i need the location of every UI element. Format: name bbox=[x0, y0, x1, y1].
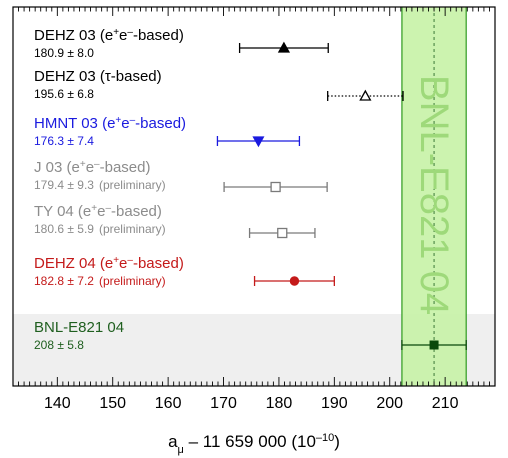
measurement-row: DEHZ 03 (e+e–-based)180.9 ± 8.0 bbox=[34, 27, 329, 60]
measurement-value: 182.8 ± 7.2 (preliminary) bbox=[34, 274, 166, 288]
measurement-value: 208 ± 5.8 bbox=[34, 338, 84, 352]
data-point bbox=[252, 136, 265, 148]
x-axis-unit: (10 bbox=[291, 432, 316, 451]
data-point bbox=[277, 227, 288, 239]
measurement-value: 180.9 ± 8.0 bbox=[34, 46, 94, 60]
measurement-name: J 03 (e+e–-based) bbox=[34, 159, 150, 177]
name-superscript: + bbox=[115, 115, 121, 126]
measurement-name: TY 04 (e+e–-based) bbox=[34, 203, 162, 221]
x-tick-label: 140 bbox=[44, 395, 71, 412]
measurement-row: DEHZ 03 (τ-based) 195.6 ± 6.8 bbox=[34, 68, 404, 101]
measurement-row: J 03 (e+e–-based)179.4 ± 9.3 (preliminary… bbox=[34, 159, 328, 193]
name-segment: e bbox=[97, 203, 105, 220]
x-axis-unit-close: ) bbox=[334, 432, 340, 451]
measurement-row: TY 04 (e+e–-based)180.6 ± 5.9 (preliminar… bbox=[34, 203, 316, 239]
value-text: 208 ± 5.8 bbox=[34, 338, 84, 352]
x-tick-label: 190 bbox=[321, 395, 348, 412]
name-segment: DEHZ 03 (τ-based) bbox=[34, 68, 162, 85]
preliminary-note: (preliminary) bbox=[99, 222, 166, 236]
measurement-name: DEHZ 04 (e+e–-based) bbox=[34, 255, 184, 273]
reference-band: BNL-E821 04 bbox=[401, 7, 467, 386]
name-superscript: – bbox=[127, 27, 133, 38]
measurement-name: BNL-E821 04 bbox=[34, 319, 124, 336]
name-segment: e bbox=[119, 27, 127, 44]
name-superscript: – bbox=[94, 159, 100, 170]
name-segment: -based) bbox=[135, 115, 186, 132]
x-tick-label: 150 bbox=[99, 395, 126, 412]
data-point bbox=[359, 89, 372, 101]
name-segment: e bbox=[119, 255, 127, 272]
x-tick-label: 180 bbox=[266, 395, 293, 412]
name-segment: DEHZ 04 (e bbox=[34, 255, 113, 272]
measurement-row: DEHZ 04 (e+e–-based)182.8 ± 7.2 (prelimin… bbox=[34, 255, 335, 288]
x-tick-label: 170 bbox=[210, 395, 237, 412]
x-tick-label: 210 bbox=[432, 395, 459, 412]
name-segment: -based) bbox=[111, 203, 162, 220]
preliminary-note: (preliminary) bbox=[99, 178, 166, 192]
plot-frame bbox=[12, 6, 496, 387]
measurement-name: DEHZ 03 (τ-based) bbox=[34, 68, 162, 85]
name-superscript: + bbox=[113, 27, 119, 38]
data-point bbox=[277, 41, 291, 53]
name-segment: J 03 (e bbox=[34, 159, 80, 176]
value-text: 180.6 ± 5.9 bbox=[34, 222, 94, 236]
name-superscript: + bbox=[113, 255, 119, 266]
name-segment: DEHZ 03 (e bbox=[34, 27, 113, 44]
measurement-value: 180.6 ± 5.9 (preliminary) bbox=[34, 222, 166, 236]
name-superscript: – bbox=[130, 115, 136, 126]
value-text: 195.6 ± 6.8 bbox=[34, 87, 94, 101]
band-fill bbox=[401, 7, 467, 386]
value-text: 180.9 ± 8.0 bbox=[34, 46, 94, 60]
measurement-name: DEHZ 03 (e+e–-based) bbox=[34, 27, 184, 45]
name-segment: BNL-E821 04 bbox=[34, 319, 124, 336]
measurement-value: 195.6 ± 6.8 bbox=[34, 87, 94, 101]
name-superscript: + bbox=[80, 159, 86, 170]
name-segment: TY 04 (e bbox=[34, 203, 91, 220]
band-label: BNL-E821 04 bbox=[412, 75, 456, 315]
name-segment: -based) bbox=[133, 255, 184, 272]
x-tick-label: 200 bbox=[376, 395, 403, 412]
x-axis: 140 150 160 170 180 190 200 210 aμ – 11 659 000 … bbox=[12, 7, 496, 456]
name-superscript: – bbox=[127, 255, 133, 266]
value-text: 182.8 ± 7.2 bbox=[34, 274, 94, 288]
value-text: 176.3 ± 7.4 bbox=[34, 134, 94, 148]
x-axis-label-rest: – 11 659 000 bbox=[184, 432, 291, 451]
name-segment: HMNT 03 (e bbox=[34, 115, 115, 132]
data-point bbox=[289, 276, 300, 286]
data-point bbox=[429, 340, 439, 350]
value-text: 179.4 ± 9.3 bbox=[34, 178, 94, 192]
measurement-row: HMNT 03 (e+e–-based)176.3 ± 7.4 bbox=[34, 115, 301, 148]
name-segment: e bbox=[121, 115, 129, 132]
name-superscript: – bbox=[105, 203, 111, 214]
measurement-value: 179.4 ± 9.3 (preliminary) bbox=[34, 178, 166, 192]
name-segment: -based) bbox=[133, 27, 184, 44]
x-axis-unit-exponent: –10 bbox=[316, 432, 334, 444]
data-point bbox=[270, 181, 281, 193]
x-axis-label-base: a bbox=[168, 432, 178, 451]
measurement-row: BNL-E821 04 208 ± 5.8 bbox=[34, 319, 467, 352]
measurement-value: 176.3 ± 7.4 bbox=[34, 134, 94, 148]
name-segment: -based) bbox=[100, 159, 151, 176]
x-axis-label-subscript: μ bbox=[178, 444, 184, 456]
name-segment: e bbox=[86, 159, 94, 176]
measurement-name: HMNT 03 (e+e–-based) bbox=[34, 115, 186, 133]
name-superscript: + bbox=[91, 203, 97, 214]
x-tick-label: 160 bbox=[155, 395, 182, 412]
x-axis-label: aμ – 11 659 000 (10–10) bbox=[168, 432, 340, 456]
preliminary-note: (preliminary) bbox=[99, 274, 166, 288]
